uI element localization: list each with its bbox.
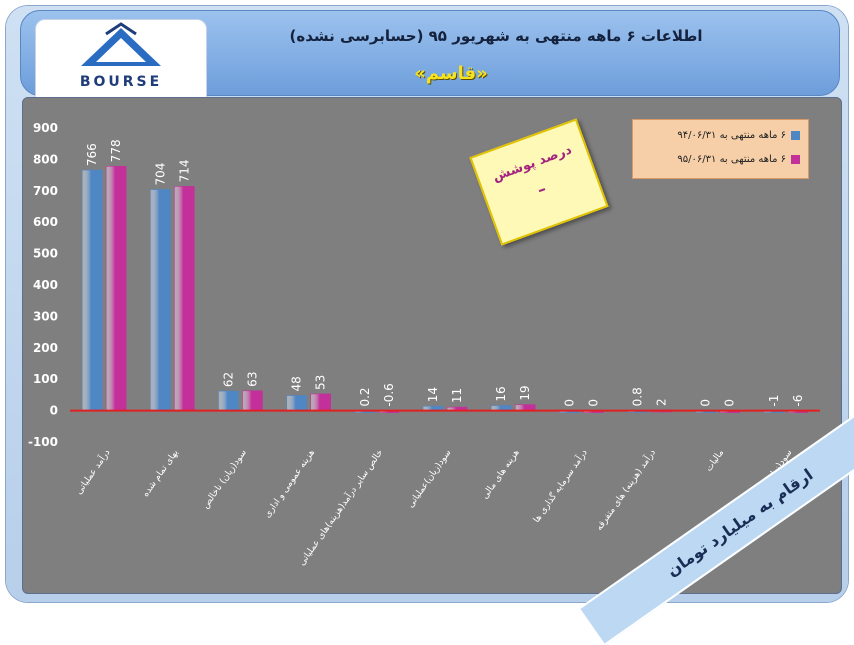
data-label: -6 <box>791 395 805 407</box>
bar-chart: -100010020030040050060070080090076670462… <box>28 121 820 568</box>
data-label: 766 <box>85 143 99 166</box>
data-label: 704 <box>153 163 167 186</box>
y-tick-label: 100 <box>33 372 58 386</box>
y-tick-label: -100 <box>28 435 58 449</box>
company-name: «قاسم» <box>414 63 488 84</box>
data-label: -1 <box>767 395 781 407</box>
legend-label-series2: ۶ ماهه منتهی به ۹۵/۰۶/۳۱ <box>677 154 786 165</box>
y-tick-label: 300 <box>33 309 58 323</box>
bar <box>173 186 195 411</box>
data-label: 0 <box>699 399 713 407</box>
page-title: اطلاعات ۶ ماهه منتهی به شهریور ۹۵ (حسابر… <box>289 27 703 45</box>
legend-label-series1: ۶ ماهه منتهی به ۹۴/۰۶/۳۱ <box>677 130 786 141</box>
bar <box>81 169 103 411</box>
data-label: 63 <box>245 372 259 387</box>
data-label: 714 <box>177 159 191 182</box>
data-label: 2 <box>655 398 669 406</box>
legend-swatch-series1 <box>791 131 800 140</box>
y-tick-label: 600 <box>33 215 58 229</box>
data-label: 19 <box>518 385 532 400</box>
y-tick-label: 500 <box>33 247 58 261</box>
data-label: 0 <box>723 399 737 407</box>
logo-text: BOURSE <box>79 74 163 90</box>
data-label: 778 <box>109 139 123 162</box>
category-label: درآمد عملیاتی <box>73 447 113 497</box>
bar <box>149 189 171 411</box>
legend-item-series2: ۶ ماهه منتهی به ۹۵/۰۶/۳۱ <box>677 154 800 165</box>
data-label: 11 <box>450 388 464 403</box>
legend-swatch-series2 <box>791 155 800 164</box>
category-label: درآمد سرمایه گذاری ها <box>530 447 590 525</box>
bar <box>310 393 331 411</box>
category-label: هزینه های مالی <box>480 448 522 501</box>
category-label: مالیات <box>704 448 726 474</box>
category-label: درآمد (هزینه) های متفرقه <box>593 447 658 533</box>
data-label: 0.2 <box>358 387 372 406</box>
data-label: 14 <box>426 387 440 402</box>
category-label: هزینه عمومی و اداری <box>263 448 318 520</box>
category-label: سود(زیان) ناخالص <box>201 448 249 511</box>
y-tick-label: 400 <box>33 278 58 292</box>
data-label: 62 <box>221 372 235 387</box>
bar <box>242 390 263 411</box>
logo-mark-icon <box>81 22 161 66</box>
data-label: 0 <box>586 399 600 407</box>
category-label: بهای تمام شده <box>141 448 181 499</box>
bar <box>105 166 127 411</box>
chart-legend: ۶ ماهه منتهی به ۹۴/۰۶/۳۱ ۶ ماهه منتهی به… <box>632 119 809 179</box>
bar <box>218 390 239 411</box>
y-tick-label: 200 <box>33 341 58 355</box>
bar <box>286 395 307 411</box>
legend-item-series1: ۶ ماهه منتهی به ۹۴/۰۶/۳۱ <box>677 130 800 141</box>
data-label: 0.8 <box>631 387 645 406</box>
y-tick-label: 700 <box>33 184 58 198</box>
y-tick-label: 800 <box>33 152 58 166</box>
category-label: سود(زیان)عملیاتی <box>406 448 453 510</box>
data-label: 53 <box>314 375 328 390</box>
data-label: 16 <box>494 386 508 401</box>
data-label: 48 <box>290 376 304 391</box>
data-label: 0 <box>562 399 576 407</box>
y-tick-label: 0 <box>50 404 58 418</box>
data-label: -0.6 <box>382 383 396 406</box>
y-tick-label: 900 <box>33 121 58 135</box>
